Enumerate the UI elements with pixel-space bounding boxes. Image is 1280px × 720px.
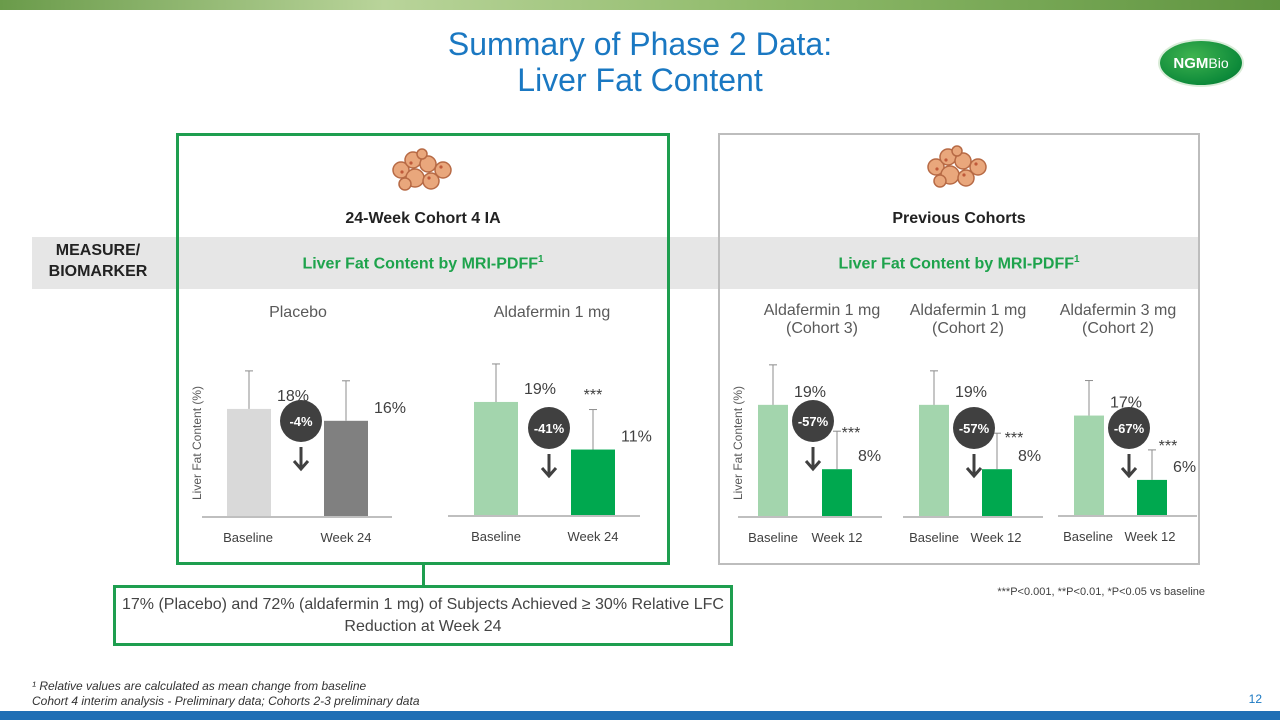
bar-baseline [474, 401, 518, 515]
bar-week-12 [982, 469, 1012, 516]
down-arrow-icon [804, 460, 822, 472]
data-label: 6% [1173, 459, 1196, 476]
data-label: 8% [858, 448, 881, 465]
data-label: 19% [794, 384, 826, 401]
group-label: Aldafermin 3 mg (Cohort 2) [1038, 302, 1198, 338]
footnote-line-1: ¹ Relative values are calculated as mean… [32, 679, 367, 693]
lfc-label-text: Liver Fat Content by MRI-PDFF [838, 255, 1074, 273]
liver-fat-cells-icon [392, 148, 452, 191]
responder-callout: 17% (Placebo) and 72% (aldafermin 1 mg) … [113, 585, 733, 646]
lfc-measure-title-right: Liver Fat Content by MRI-PDFF1 [718, 254, 1200, 273]
change-badge [953, 407, 995, 449]
change-label: -4% [289, 414, 313, 429]
bar-week-24 [571, 449, 615, 515]
x-tick-label: Baseline [471, 529, 521, 544]
bar-week-12 [822, 469, 852, 516]
bar-baseline [227, 408, 271, 516]
bar-week-12 [1137, 479, 1167, 515]
down-arrow-icon [1120, 467, 1138, 479]
group-label: Aldafermin 1 mg (Cohort 2) [888, 302, 1048, 338]
group-label-line-1: Aldafermin 1 mg [763, 302, 881, 319]
significance-stars: *** [842, 425, 861, 442]
data-label: 16% [374, 400, 406, 417]
change-badge [792, 400, 834, 442]
x-tick-label: Baseline [748, 530, 798, 545]
bar-week-24 [324, 420, 368, 516]
data-label: 17% [1110, 395, 1142, 412]
logo-text-bio: Bio [1208, 55, 1229, 71]
significance-note: ***P<0.001, **P<0.01, *P<0.05 vs baselin… [997, 586, 1205, 598]
x-tick-label: Week 12 [970, 530, 1022, 545]
bar-baseline [758, 404, 788, 516]
data-label: 11% [621, 429, 652, 446]
title-line-2: Liver Fat Content [517, 62, 763, 98]
down-arrow-icon [540, 467, 558, 479]
previous-cohorts-panel [718, 133, 1200, 565]
measure-label-line-1: MEASURE/ [55, 242, 141, 259]
group-label: Placebo [269, 304, 327, 321]
page-number: 12 [1248, 692, 1262, 706]
x-tick-label: Week 12 [1124, 529, 1176, 544]
previous-cohorts-title: Previous Cohorts [892, 210, 1026, 227]
title-line-1: Summary of Phase 2 Data: [447, 26, 833, 62]
lfc-label-text: Liver Fat Content by MRI-PDFF [302, 255, 538, 273]
logo-text-ngm: NGM [1173, 55, 1209, 72]
measure-biomarker-label: MEASURE/ BIOMARKER [32, 240, 164, 282]
footnote-line-2: Cohort 4 interim analysis - Preliminary … [32, 694, 420, 708]
cohort4-panel [176, 133, 670, 565]
significance-stars: *** [1005, 430, 1024, 447]
bar-baseline [919, 404, 949, 516]
significance-stars: *** [584, 387, 603, 404]
lfc-superscript: 1 [538, 254, 544, 265]
group-label-line-2: (Cohort 3) [785, 320, 859, 337]
change-badge [1108, 407, 1150, 449]
data-label: 19% [524, 381, 556, 398]
group-label-line-1: Aldafermin 1 mg [909, 302, 1027, 319]
change-label: -67% [1114, 421, 1145, 436]
x-tick-label: Baseline [1063, 529, 1113, 544]
group-label-line-2: (Cohort 2) [931, 320, 1005, 337]
data-label: 8% [1018, 448, 1041, 465]
cohort4-title: 24-Week Cohort 4 IA [345, 210, 501, 227]
data-label: 19% [955, 384, 987, 401]
bar-baseline [1074, 415, 1104, 515]
measure-band [32, 237, 1200, 289]
liver-fat-cells-icon [927, 145, 987, 188]
callout-connector [422, 565, 425, 585]
x-tick-label: Week 24 [567, 529, 619, 544]
group-label-line-1: Aldafermin 3 mg [1059, 302, 1177, 319]
measure-label-line-2: BIOMARKER [48, 263, 148, 280]
top-decorative-band [0, 0, 1280, 10]
x-tick-label: Week 24 [320, 530, 372, 545]
page-title: Summary of Phase 2 Data: Liver Fat Conte… [240, 26, 1040, 98]
ngmbio-logo: NGMBio [1160, 41, 1242, 85]
down-arrow-icon [965, 467, 983, 479]
group-label: Aldafermin 1 mg (Cohort 3) [742, 302, 902, 338]
bottom-decorative-band [0, 711, 1280, 720]
footnote: ¹ Relative values are calculated as mean… [32, 679, 420, 709]
change-label: -41% [534, 421, 565, 436]
change-badge [280, 400, 322, 442]
x-tick-label: Week 12 [811, 530, 863, 545]
lfc-measure-title-left: Liver Fat Content by MRI-PDFF1 [176, 254, 670, 273]
change-label: -57% [798, 414, 829, 429]
change-label: -57% [959, 421, 990, 436]
x-tick-label: Baseline [909, 530, 959, 545]
group-label: Aldafermin 1 mg [493, 304, 611, 321]
down-arrow-icon [292, 460, 310, 472]
group-label-line-2: (Cohort 2) [1081, 320, 1155, 337]
lfc-superscript: 1 [1074, 254, 1080, 265]
change-badge [528, 407, 570, 449]
significance-stars: *** [1159, 438, 1178, 455]
x-tick-label: Baseline [223, 530, 273, 545]
